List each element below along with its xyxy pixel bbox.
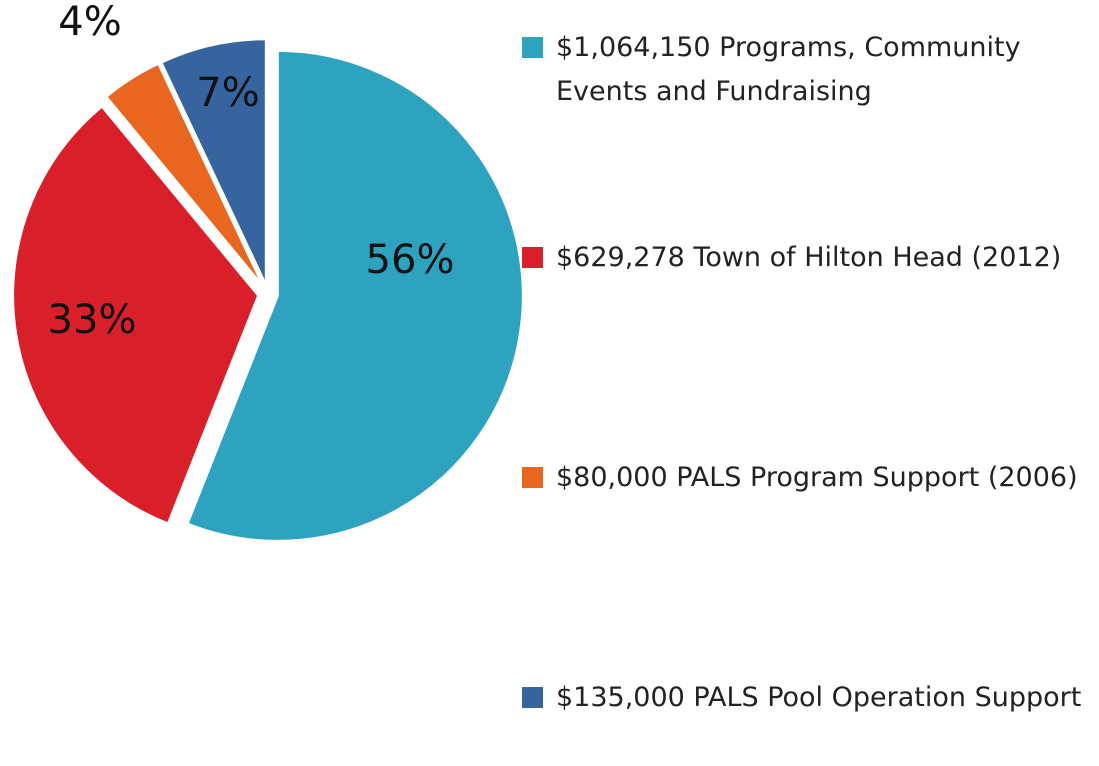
pie-slice	[12, 105, 260, 525]
legend-swatch	[522, 247, 543, 268]
slice-label: 7%	[196, 70, 259, 116]
legend-swatch	[522, 37, 543, 58]
legend-label: $629,278 Town of Hilton Head (2012)	[556, 242, 1062, 273]
slice-label: 33%	[48, 297, 137, 343]
slice-label: 56%	[366, 237, 455, 283]
pie-slice	[160, 38, 267, 285]
slice-label: 4%	[58, 0, 121, 45]
legend-label: $135,000 PALS Pool Operation Support	[556, 682, 1082, 713]
legend-label: $80,000 PALS Program Support (2006)	[556, 462, 1078, 493]
pie-slice	[186, 49, 524, 542]
legend-label: $1,064,150 Programs, Community Events an…	[556, 32, 1021, 107]
legend-swatch	[522, 687, 543, 708]
legend-swatch	[522, 467, 543, 488]
pie-slice	[105, 62, 264, 287]
